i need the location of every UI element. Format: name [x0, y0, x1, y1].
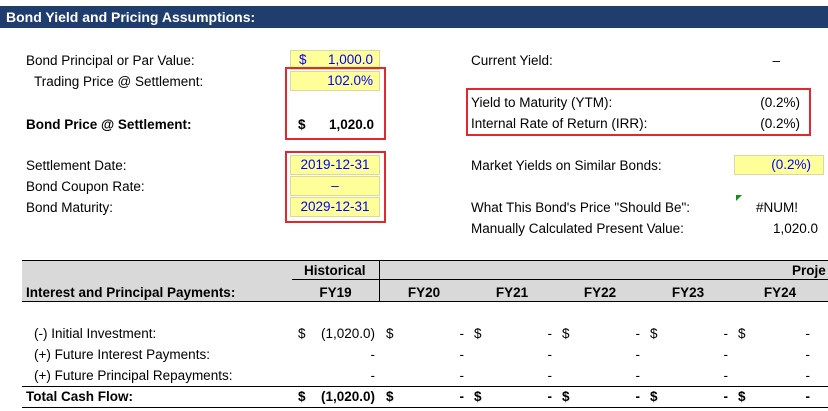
cell-value[interactable]: -: [723, 326, 729, 341]
bond-maturity-input[interactable]: 2029-12-31: [290, 197, 380, 217]
cell-currency-symbol: $: [738, 389, 746, 404]
yield-highlight-box: [466, 88, 811, 136]
cell-currency-symbol: $: [298, 326, 306, 341]
cell-comment-marker-icon: [736, 195, 742, 201]
cell-value[interactable]: -: [635, 389, 641, 404]
cell-value[interactable]: -: [805, 326, 811, 341]
dates-highlight-box: [285, 151, 386, 223]
cell-value[interactable]: -: [723, 389, 729, 404]
year-header-fy19: FY19: [319, 285, 352, 300]
cell-currency-symbol: $: [738, 326, 746, 341]
current-yield-label: Current Yield:: [471, 53, 553, 68]
principal-input[interactable]: $ 1,000.0: [290, 50, 380, 70]
ytm-label: Yield to Maturity (YTM):: [471, 95, 613, 110]
trading-price-input[interactable]: 102.0%: [290, 71, 380, 91]
present-value-value: 1,020.0: [772, 221, 818, 236]
year-header-fy22: FY22: [583, 285, 617, 300]
cell-value[interactable]: -: [370, 347, 376, 362]
cell-currency-symbol: $: [474, 326, 482, 341]
cell-currency-symbol: $: [562, 389, 570, 404]
bond-price-value: 1,020.0: [328, 117, 374, 132]
principal-currency: $: [299, 52, 307, 67]
should-be-value: #NUM!: [755, 200, 798, 215]
current-yield-value: –: [772, 53, 780, 68]
cell-currency-symbol: $: [298, 389, 306, 404]
cell-value[interactable]: -: [547, 326, 553, 341]
year-header-fy23: FY23: [671, 285, 705, 300]
market-yields-input[interactable]: (0.2%): [734, 155, 824, 175]
cell-value[interactable]: -: [723, 347, 729, 362]
cell-value[interactable]: -: [805, 368, 811, 383]
should-be-label: What This Bond's Price "Should Be":: [471, 200, 691, 215]
ytm-value: (0.2%): [760, 95, 800, 110]
cell-value[interactable]: -: [459, 347, 465, 362]
cell-value[interactable]: (1,020.0): [320, 326, 375, 341]
year-header-fy20: FY20: [407, 285, 441, 300]
bond-price-label: Bond Price @ Settlement:: [26, 117, 192, 132]
cell-value[interactable]: -: [459, 389, 465, 404]
total-bottom-border: [22, 407, 828, 408]
year-header-fy24: FY24: [763, 285, 797, 300]
cell-value[interactable]: -: [635, 347, 641, 362]
cell-currency-symbol: $: [650, 326, 658, 341]
table-header-band: [22, 260, 828, 302]
cell-value[interactable]: -: [547, 347, 553, 362]
bond-price-currency: $: [298, 117, 306, 132]
projected-header: Proje: [792, 263, 826, 278]
cell-value[interactable]: -: [635, 368, 641, 383]
payments-section-label: Interest and Principal Payments:: [26, 285, 236, 300]
cell-value[interactable]: -: [459, 326, 465, 341]
header-bottom-border: [22, 301, 828, 302]
trading-price-highlight-box: [285, 67, 386, 140]
row-label-total-cash-flow: Total Cash Flow:: [26, 389, 133, 404]
bond-maturity-label: Bond Maturity:: [26, 200, 114, 215]
trading-price-label: Trading Price @ Settlement:: [34, 74, 204, 89]
cell-value[interactable]: -: [805, 389, 811, 404]
market-yields-label: Market Yields on Similar Bonds:: [471, 158, 662, 173]
coupon-rate-input[interactable]: –: [290, 176, 380, 196]
cell-currency-symbol: $: [386, 326, 394, 341]
row-label-initial-investment: (-) Initial Investment:: [34, 326, 157, 341]
cell-value[interactable]: -: [805, 347, 811, 362]
year-header-fy21: FY21: [495, 285, 529, 300]
historical-header: Historical: [304, 263, 366, 278]
cell-value[interactable]: -: [547, 389, 553, 404]
settlement-date-label: Settlement Date:: [26, 158, 127, 173]
irr-label: Internal Rate of Return (IRR):: [471, 116, 648, 131]
present-value-label: Manually Calculated Present Value:: [471, 221, 684, 236]
cell-currency-symbol: $: [562, 326, 570, 341]
historical-divider: [379, 260, 380, 302]
cell-currency-symbol: $: [650, 389, 658, 404]
row-label-principal-repayments: (+) Future Principal Repayments:: [34, 368, 233, 383]
principal-value: 1,000.0: [327, 52, 373, 67]
cell-currency-symbol: $: [474, 389, 482, 404]
cell-value[interactable]: -: [547, 368, 553, 383]
irr-value: (0.2%): [760, 116, 800, 131]
cell-currency-symbol: $: [386, 389, 394, 404]
cell-value[interactable]: -: [370, 368, 376, 383]
cell-value[interactable]: -: [635, 326, 641, 341]
header-divider: [292, 279, 828, 280]
cell-value[interactable]: -: [723, 368, 729, 383]
row-label-interest-payments: (+) Future Interest Payments:: [34, 347, 210, 362]
coupon-rate-label: Bond Coupon Rate:: [26, 179, 145, 194]
cell-value[interactable]: -: [459, 368, 465, 383]
section-title-bar: Bond Yield and Pricing Assumptions:: [0, 6, 828, 28]
principal-label: Bond Principal or Par Value:: [26, 53, 195, 68]
table-top-border: [22, 260, 828, 261]
total-top-border: [22, 386, 828, 387]
cell-value[interactable]: (1,020.0): [320, 389, 375, 404]
settlement-date-input[interactable]: 2019-12-31: [290, 155, 380, 175]
